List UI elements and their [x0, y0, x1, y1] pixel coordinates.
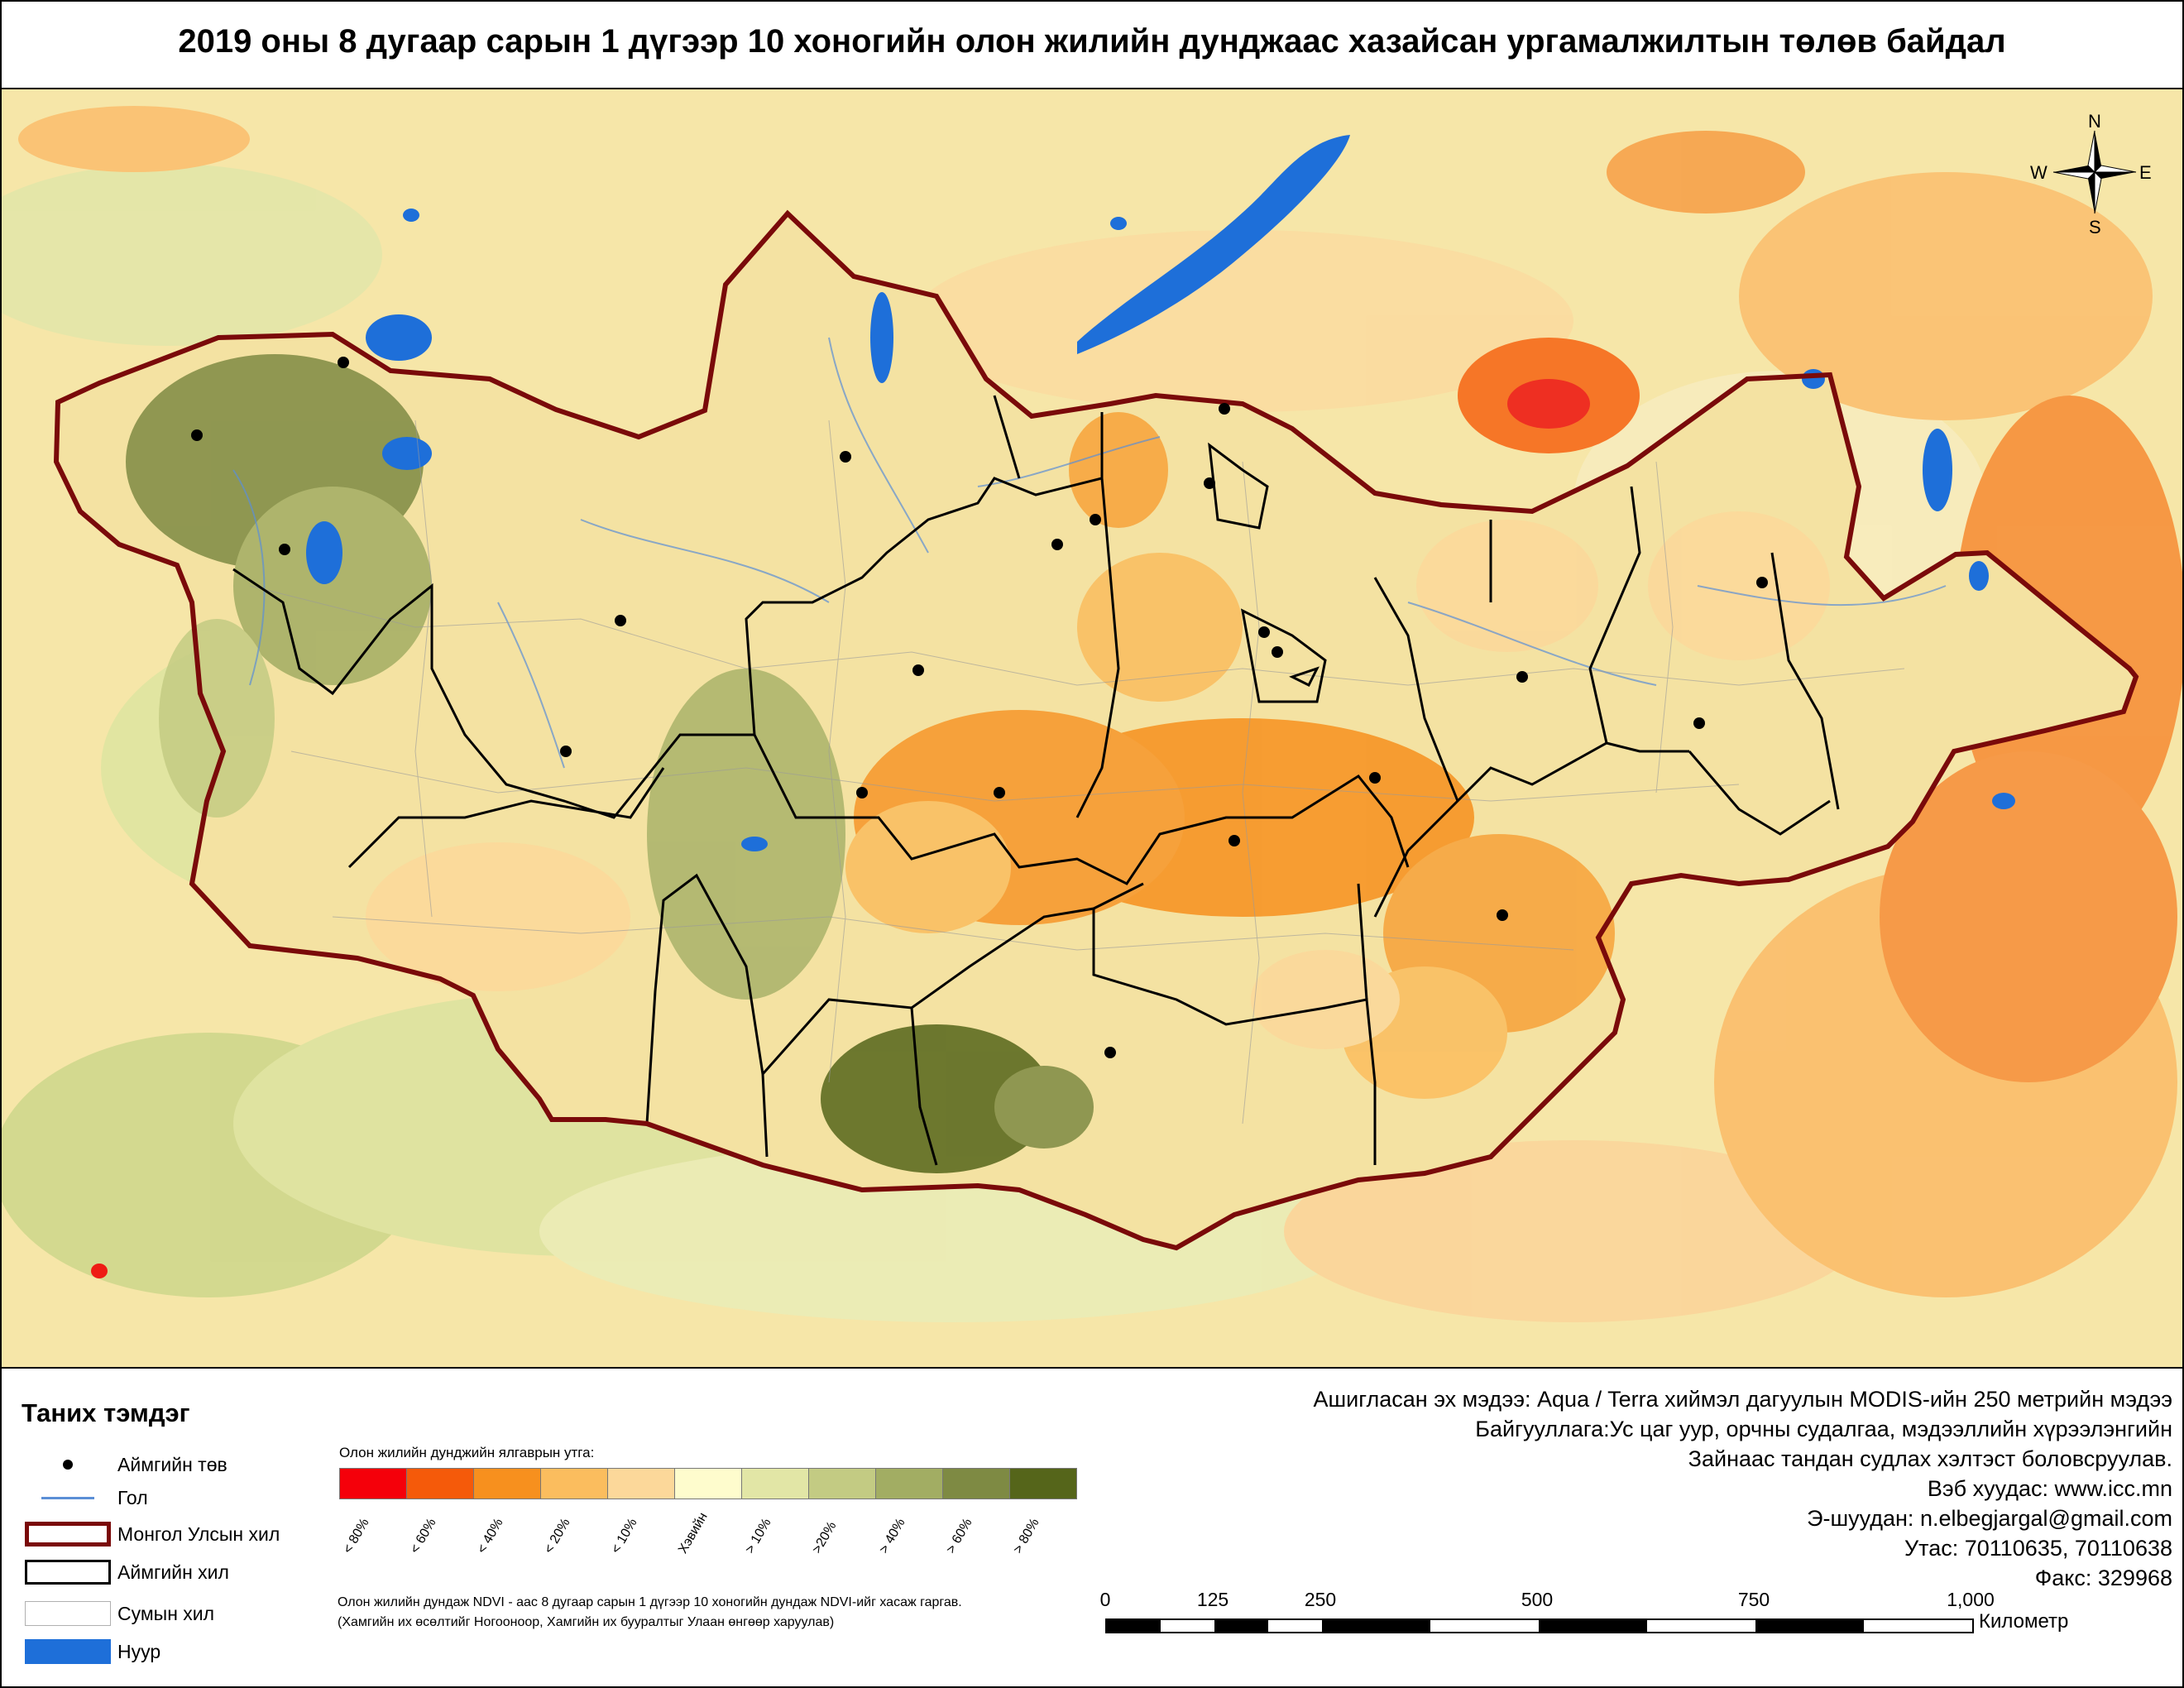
color-scale-swatch — [540, 1468, 608, 1499]
aimag-center-dot — [1228, 835, 1240, 846]
info-website: Вэб хуудас: www.icc.mn — [1927, 1476, 2172, 1501]
aimag-center-dot — [191, 429, 203, 441]
aimag-center-dot — [1693, 717, 1705, 729]
aimag-center-dot — [615, 615, 626, 626]
legend-label: Гол — [117, 1486, 148, 1508]
aimag-center-dot — [1051, 539, 1063, 550]
legend-item-aimag-border: Аймгийн хил — [22, 1557, 229, 1587]
compass-n: N — [2088, 111, 2101, 132]
aimag-center-dot — [560, 746, 572, 757]
color-scale-swatch — [674, 1468, 742, 1499]
compass-w: W — [2030, 162, 2048, 183]
ndvi-anomaly-map[interactable]: N S E W — [2, 88, 2182, 1369]
aimag-center-dot — [1497, 909, 1508, 921]
aimag-center-dot — [338, 357, 349, 368]
legend-label: Монгол Улсын хил — [117, 1523, 280, 1545]
color-scale-swatch — [741, 1468, 809, 1499]
color-scale-swatch — [339, 1468, 407, 1499]
aimag-center-dot — [1258, 626, 1270, 638]
color-scale-swatch — [875, 1468, 943, 1499]
mongolia-border — [53, 209, 2139, 1251]
aimag-center-dot — [840, 451, 851, 463]
map-title: 2019 оны 8 дугаар сарын 1 дүгээр 10 хоно… — [178, 23, 2006, 60]
aimag-center-dot — [279, 544, 290, 555]
scalebar-tick: 0 — [1099, 1589, 1111, 1610]
map-canvas: N S E W — [2, 89, 2182, 1367]
sum-border-icon — [25, 1601, 111, 1626]
compass-e: E — [2139, 162, 2152, 183]
aimag-center-dot — [1756, 577, 1768, 588]
scalebar-tick: 125 — [1196, 1589, 1229, 1610]
legend-label: Нуур — [117, 1640, 161, 1662]
aimag-center-dot — [1219, 403, 1230, 415]
river-line-icon — [41, 1496, 94, 1499]
scalebar-tick: 750 — [1737, 1589, 1770, 1610]
country-border-icon — [25, 1522, 111, 1547]
color-scale-swatch — [607, 1468, 675, 1499]
info-department: Зайнаас тандан судлах хэлтэст боловсруул… — [1688, 1446, 2172, 1471]
color-scale-heading: Олон жилийн дунджийн ялгаврын утга: — [339, 1445, 595, 1460]
color-scale — [339, 1468, 1077, 1499]
aimag-center-dot — [1204, 477, 1215, 489]
info-source: Ашигласан эх мэдээ: Aqua / Terra хиймэл … — [1313, 1387, 2172, 1412]
aimag-center-dot — [1272, 646, 1283, 658]
aimag-center-dot — [856, 787, 868, 798]
note-line-1: Олон жилийн дундаж NDVI - аас 8 дугаар с… — [338, 1595, 962, 1609]
color-scale-swatch — [473, 1468, 541, 1499]
color-scale-swatch — [406, 1468, 474, 1499]
scalebar-tick: 250 — [1304, 1589, 1337, 1610]
info-email: Э-шуудан: n.elbegjargal@gmail.com — [1807, 1506, 2172, 1531]
aimag-center-dot — [994, 787, 1005, 798]
aimag-borders — [232, 395, 1840, 1166]
compass-s: S — [2089, 217, 2101, 237]
scalebar — [1105, 1618, 1974, 1633]
legend-item-lake: Нуур — [22, 1637, 160, 1666]
sum-borders — [249, 420, 1905, 1125]
aimag-center-dot — [912, 664, 924, 676]
legend-label: Аймгийн төв — [117, 1453, 228, 1475]
aimag-centers — [191, 357, 1768, 1058]
legend-item-country-border: Монгол Улсын хил — [22, 1519, 280, 1549]
color-scale-swatch — [808, 1468, 876, 1499]
legend-label: Аймгийн хил — [117, 1561, 229, 1583]
aimag-center-dot — [1104, 1047, 1116, 1058]
note-line-2: (Хамгийн их өсөлтийг Ногооноор, Хамгийн … — [338, 1615, 835, 1629]
aimag-center-dot — [1369, 772, 1381, 784]
legend-item-aimag-center: Аймгийн төв — [22, 1450, 228, 1479]
aimag-border-icon — [25, 1560, 111, 1585]
scalebar-tick: 1,000 — [1947, 1589, 1995, 1610]
info-phone: Утас: 70110635, 70110638 — [1904, 1536, 2172, 1561]
info-organization: Байгууллага:Ус цаг уур, орчны судалгаа, … — [1475, 1417, 2172, 1441]
info-fax: Факс: 329968 — [2034, 1566, 2172, 1590]
scalebar-unit: Километр — [1979, 1610, 2069, 1633]
aimag-center-dot — [1516, 671, 1528, 683]
legend-label: Сумын хил — [117, 1602, 215, 1624]
scalebar-tick: 500 — [1521, 1589, 1554, 1610]
rivers — [232, 337, 1947, 769]
lake-fill-icon — [25, 1639, 111, 1664]
color-scale-swatch — [942, 1468, 1010, 1499]
legend-heading: Таних тэмдэг — [22, 1398, 190, 1427]
compass-rose: N S E W — [2030, 111, 2152, 237]
legend-item-river: Гол — [22, 1483, 148, 1513]
aimag-center-dot-icon — [63, 1460, 73, 1470]
legend-item-sum-border: Сумын хил — [22, 1599, 214, 1628]
aimag-center-dot — [1090, 514, 1101, 525]
color-scale-swatch — [1009, 1468, 1077, 1499]
